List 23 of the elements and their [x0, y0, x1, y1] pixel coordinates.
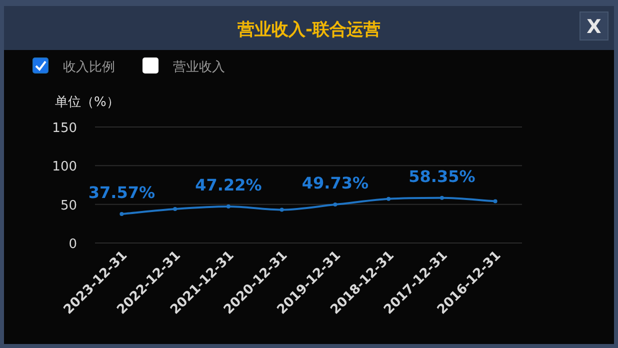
y-tick-label: 150	[52, 121, 77, 136]
close-button: X	[580, 12, 608, 40]
legend-label: 收入比例	[63, 60, 115, 75]
legend-label: 营业收入	[173, 60, 225, 75]
point	[333, 202, 338, 207]
point	[173, 206, 178, 211]
legend-item: 营业收入	[142, 58, 225, 75]
point	[280, 208, 284, 212]
data-label: 58.35%	[408, 166, 476, 186]
point	[386, 196, 391, 201]
data-label: 47.22%	[195, 175, 262, 194]
chart-title: 营业收入-联合运营	[236, 20, 381, 40]
point	[120, 212, 124, 216]
y-tick-label: 100	[52, 160, 77, 175]
data-label: 49.73%	[302, 174, 369, 193]
legend-item: 收入比例	[32, 58, 115, 75]
point	[226, 204, 230, 208]
point	[440, 196, 444, 200]
y-tick-label: 50	[60, 198, 77, 214]
data-label: 37.57%	[88, 182, 156, 202]
y-axis-title: 单位（%）	[55, 95, 120, 110]
y-tick-label: 0	[68, 237, 77, 252]
point	[493, 199, 498, 204]
